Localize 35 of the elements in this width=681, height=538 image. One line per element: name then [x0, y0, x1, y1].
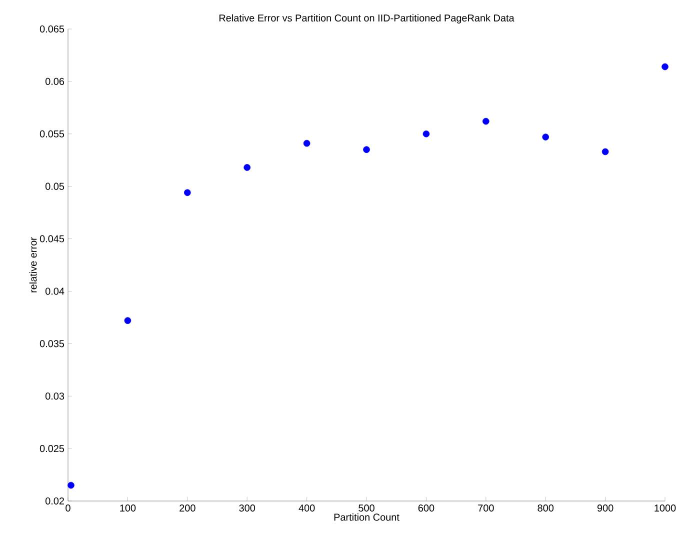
y-tick-label: 0.045 — [40, 235, 64, 242]
y-tick-label: 0.035 — [40, 340, 64, 348]
x-tick-label: 700 — [478, 504, 494, 512]
point — [542, 134, 550, 140]
point — [303, 140, 310, 147]
point — [184, 189, 191, 196]
point — [68, 482, 74, 489]
x-tick-label: 100 — [120, 504, 136, 512]
x-tick-label: 400 — [298, 504, 315, 512]
y-tick-label: 0.04 — [45, 288, 64, 295]
x-tick-label: 800 — [538, 504, 554, 512]
y-tick-label: 0.06 — [45, 78, 64, 85]
x-tick-label: 600 — [418, 504, 434, 512]
x-tick-label: 0 — [66, 504, 70, 512]
y-tick-label: 0.055 — [40, 130, 64, 138]
chart-title: Relative Error vs Partition Count on IID-Partitioned PageRank Data — [219, 14, 514, 24]
point — [602, 148, 609, 156]
point — [124, 317, 132, 324]
x-tick-label: 200 — [180, 504, 196, 512]
x-tick-label: 1000 — [654, 504, 676, 512]
y-tick-label: 0.03 — [45, 392, 64, 400]
x-tick-label: 900 — [597, 504, 614, 512]
y-tick-label: 0.05 — [45, 182, 64, 190]
y-tick-label: 0.02 — [45, 497, 64, 505]
y-axis-title: relative error — [29, 237, 37, 292]
y-tick-label: 0.065 — [40, 25, 64, 33]
x-tick-label: 500 — [358, 504, 374, 512]
point — [662, 63, 668, 70]
point — [422, 130, 430, 138]
x-axis-title: Partition Count — [334, 513, 400, 521]
point — [482, 118, 490, 125]
point — [244, 164, 250, 171]
point — [363, 146, 370, 154]
x-tick-label: 300 — [239, 504, 256, 512]
y-tick-label: 0.025 — [40, 445, 64, 452]
